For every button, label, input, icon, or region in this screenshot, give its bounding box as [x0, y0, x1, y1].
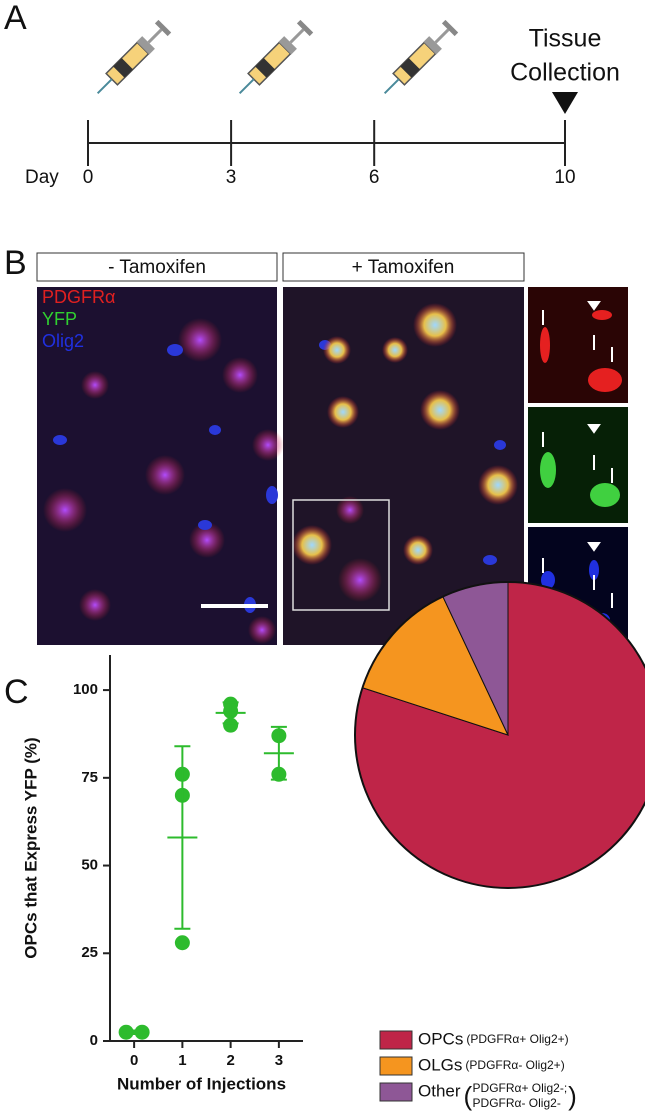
day-label: 6 [369, 167, 380, 188]
data-point [174, 935, 190, 951]
x-tick-label: 0 [130, 1052, 138, 1069]
legend-sublabel: PDGFRα- Olig2- [473, 1096, 561, 1110]
data-point [223, 717, 239, 733]
y-tick-label: 25 [81, 944, 98, 961]
timeline: Day 0 3 6 10 Tissue Collection [25, 25, 620, 188]
day-label: 10 [554, 167, 575, 188]
micrographs [37, 287, 628, 645]
legend-sublabel: (PDGFRα+ Olig2+) [466, 1032, 568, 1046]
error-bar [270, 725, 287, 781]
channel-label: Olig2 [42, 331, 84, 351]
event-label: Collection [510, 59, 620, 87]
panel-label: C [4, 673, 29, 711]
syringe-icons [89, 18, 460, 102]
header-box [36, 252, 278, 282]
panel-label: B [4, 244, 27, 282]
legend-swatch [379, 1030, 413, 1050]
y-tick-label: 100 [73, 681, 98, 698]
header-box [282, 252, 525, 282]
legend-sublabel: (PDGFRα- Olig2+) [465, 1058, 564, 1072]
legend-label: OPCs [418, 1029, 463, 1048]
event-marker [552, 92, 578, 114]
legend-bracket: ) [568, 1081, 577, 1111]
image-header: - Tamoxifen [108, 257, 206, 278]
x-tick-label: 1 [178, 1052, 186, 1069]
y-tick-label: 0 [90, 1032, 98, 1049]
error-bar [126, 1029, 143, 1035]
legend-sublabel: PDGFRα+ Olig2-; [473, 1081, 568, 1095]
legend-bracket: ( [464, 1081, 473, 1111]
axis-label: Day [25, 167, 59, 188]
y-tick-label: 50 [81, 857, 98, 874]
x-axis-title: Number of Injections [117, 1074, 286, 1093]
pie-outline [354, 581, 645, 889]
day-label: 0 [83, 167, 94, 188]
image-header: + Tamoxifen [352, 257, 455, 278]
x-tick-label: 2 [226, 1052, 234, 1069]
day-label: 3 [226, 167, 237, 188]
y-tick-label: 75 [81, 769, 98, 786]
panel-label: A [4, 0, 27, 37]
legend-label: OLGs [418, 1055, 462, 1074]
charts: 0 25 50 75 100 0 1 2 3 Number of Injections OPCs t… [21, 581, 645, 1111]
x-tick-label: 3 [275, 1052, 283, 1069]
legend-swatch [379, 1082, 413, 1102]
event-label: Tissue [529, 25, 602, 53]
legend-swatch [379, 1056, 413, 1076]
error-bar [222, 701, 239, 725]
channel-label: PDGFRα [42, 287, 115, 307]
legend-label: Other [418, 1081, 461, 1100]
y-axis-title: OPCs that Express YFP (%) [21, 737, 40, 958]
error-bar [174, 745, 191, 930]
channel-label: YFP [42, 309, 77, 329]
